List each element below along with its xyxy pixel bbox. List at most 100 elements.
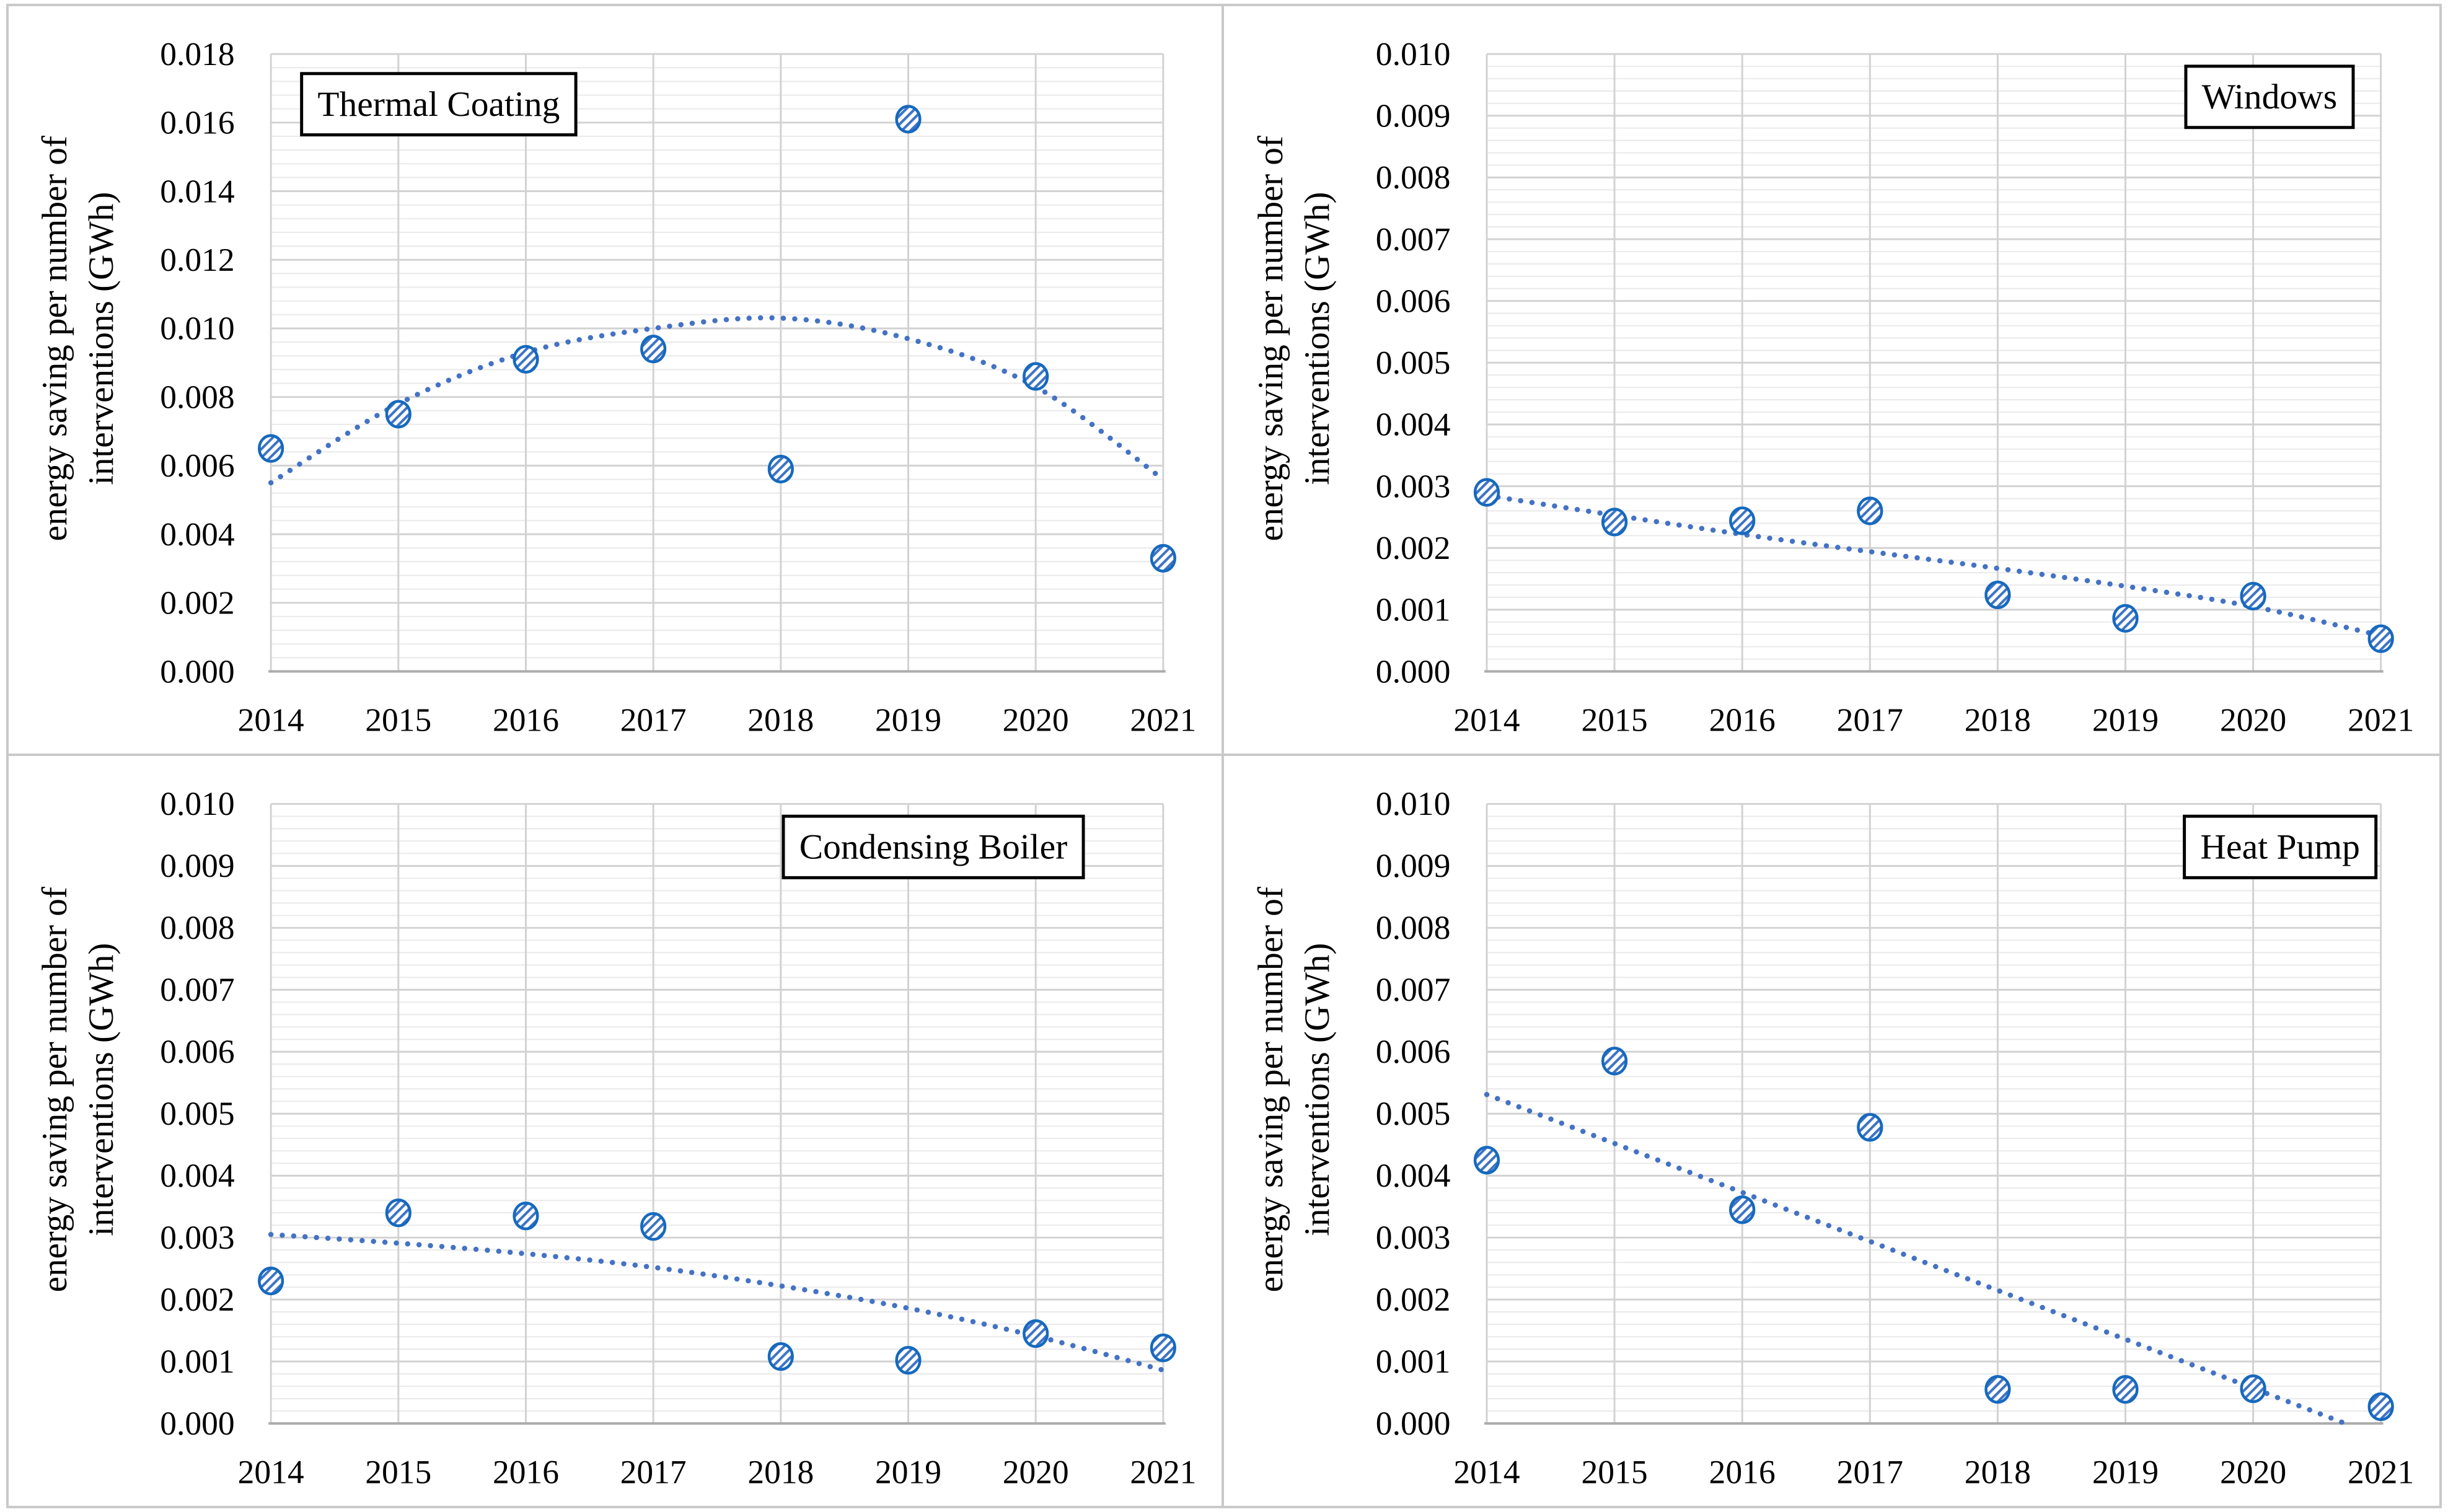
x-tick-label: 2021 [2348, 701, 2414, 739]
data-point [895, 105, 922, 134]
y-tick-label: 0.004 [160, 516, 234, 553]
data-point [1984, 1375, 2011, 1404]
y-tick-label: 0.008 [160, 909, 234, 946]
data-point [1473, 1146, 1500, 1175]
chart-panel-heat-pump: Heat Pump 0.000 0.001 0.002 0.003 0.004 0.005 0… [1224, 756, 2439, 1506]
x-tick-label: 2019 [2092, 1453, 2159, 1490]
data-point [767, 1342, 794, 1371]
y-tick-label: 0.000 [160, 653, 234, 690]
scatter-chart-condensing-boiler: Condensing Boiler 0.000 0.001 0.002 0.003 0.0… [160, 785, 1196, 1490]
x-tick-label: 2016 [1709, 701, 1776, 739]
x-tick-label: 2016 [493, 1453, 559, 1490]
x-tick-label: 2014 [1453, 701, 1520, 739]
y-tick-label: 0.016 [160, 104, 234, 141]
y-tick-label: 0.001 [1376, 1343, 1451, 1380]
data-point [258, 1267, 284, 1296]
chart-title: Thermal Coating [317, 85, 560, 124]
data-point [1601, 508, 1628, 537]
data-point [2240, 581, 2266, 611]
y-tick-label: 0.002 [160, 1281, 234, 1318]
scatter-chart-heat-pump: Heat Pump 0.000 0.001 0.002 0.003 0.004 0.005 0… [1376, 785, 2415, 1490]
data-point [1729, 1195, 1756, 1224]
data-point [2367, 624, 2394, 653]
y-tick-label: 0.007 [1376, 971, 1451, 1008]
data-point [513, 345, 539, 374]
data-point [385, 1198, 412, 1228]
x-tick-label: 2014 [238, 1453, 304, 1490]
data-point [1601, 1047, 1628, 1076]
y-tick-label: 0.006 [160, 1033, 234, 1070]
y-tick-label: 0.009 [1376, 847, 1451, 884]
y-tick-label: 0.004 [1376, 406, 1451, 443]
x-tick-label: 2017 [1837, 1453, 1903, 1490]
y-tick-label: 0.008 [1376, 909, 1451, 946]
chart-title-box [2184, 64, 2355, 130]
x-tick-label: 2021 [2348, 1453, 2414, 1490]
x-tick-label: 2017 [620, 701, 687, 738]
y-tick-label: 0.000 [1376, 653, 1451, 690]
chart-panel-condensing-boiler: Condensing Boiler 0.000 0.001 0.002 0.003 0.0… [9, 756, 1224, 1506]
chart-title: Heat Pump [2200, 828, 2359, 867]
y-tick-label: 0.000 [160, 1405, 234, 1442]
y-tick-label: 0.010 [160, 310, 234, 347]
data-point [1023, 362, 1049, 391]
data-point [1857, 1113, 1883, 1142]
y-tick-label: 0.001 [1376, 591, 1451, 628]
data-point [1023, 1319, 1049, 1348]
data-point [1150, 543, 1176, 573]
y-tick-label: 0.012 [160, 241, 234, 278]
y-tick-label: 0.003 [1376, 1219, 1451, 1256]
data-point [2367, 1392, 2394, 1422]
x-tick-label: 2015 [365, 701, 431, 738]
chart-title-box [2183, 814, 2378, 879]
x-tick-label: 2015 [1581, 701, 1647, 739]
x-tick-label: 2021 [1130, 701, 1196, 738]
x-tick-label: 2015 [1581, 1453, 1647, 1490]
y-tick-label: 0.003 [1376, 468, 1451, 505]
y-tick-label: 0.005 [1376, 1095, 1451, 1132]
y-tick-label: 0.005 [1376, 344, 1451, 381]
x-tick-label: 2019 [875, 701, 941, 738]
x-tick-label: 2018 [1965, 1453, 2031, 1490]
y-tick-label: 0.006 [160, 447, 234, 484]
data-point [640, 1212, 667, 1241]
x-tick-label: 2018 [1965, 701, 2031, 739]
x-tick-label: 2016 [493, 701, 559, 738]
x-tick-label: 2020 [1003, 1453, 1069, 1490]
data-point [1984, 580, 2011, 610]
data-point [513, 1202, 539, 1231]
data-point [1857, 496, 1883, 525]
data-point [1473, 478, 1500, 507]
y-tick-label: 0.007 [1376, 221, 1451, 258]
y-tick-label: 0.005 [160, 1095, 234, 1132]
y-tick-label: 0.018 [160, 35, 234, 73]
y-tick-label: 0.002 [1376, 1281, 1451, 1318]
y-tick-label: 0.010 [1376, 35, 1451, 73]
scatter-chart-windows: Windows 0.000 0.001 0.002 0.003 0.004 0.005 0.0… [1376, 35, 2414, 739]
x-tick-label: 2018 [747, 1453, 814, 1490]
y-tick-label: 0.001 [160, 1343, 234, 1380]
y-tick-label: 0.008 [160, 379, 234, 416]
data-point [895, 1346, 922, 1375]
data-point [640, 335, 667, 364]
chart-panel-windows: Windows 0.000 0.001 0.002 0.003 0.004 0.005 0.0… [1224, 6, 2439, 756]
x-tick-label: 2021 [1130, 1453, 1196, 1490]
x-tick-label: 2019 [875, 1453, 941, 1490]
x-tick-label: 2017 [620, 1453, 687, 1490]
data-point [385, 400, 412, 429]
y-tick-label: 0.009 [160, 847, 234, 884]
y-tick-label: 0.000 [1376, 1405, 1451, 1442]
x-tick-label: 2015 [365, 1453, 431, 1490]
chart-panel-thermal-coating: Thermal Coating 0.000 0.002 0.004 0.006 0.008… [9, 6, 1224, 756]
y-tick-label: 0.008 [1376, 159, 1451, 196]
data-point [1729, 506, 1756, 535]
trendline [268, 1232, 1166, 1373]
y-tick-label: 0.004 [160, 1157, 234, 1194]
data-point [2112, 1375, 2139, 1404]
x-tick-label: 2017 [1837, 701, 1903, 739]
chart-title-box [300, 72, 578, 137]
data-point [2112, 604, 2139, 633]
x-tick-label: 2016 [1709, 1453, 1776, 1490]
y-tick-label: 0.006 [1376, 1033, 1451, 1070]
scatter-chart-thermal-coating: Thermal Coating 0.000 0.002 0.004 0.006 0.008… [160, 35, 1196, 738]
